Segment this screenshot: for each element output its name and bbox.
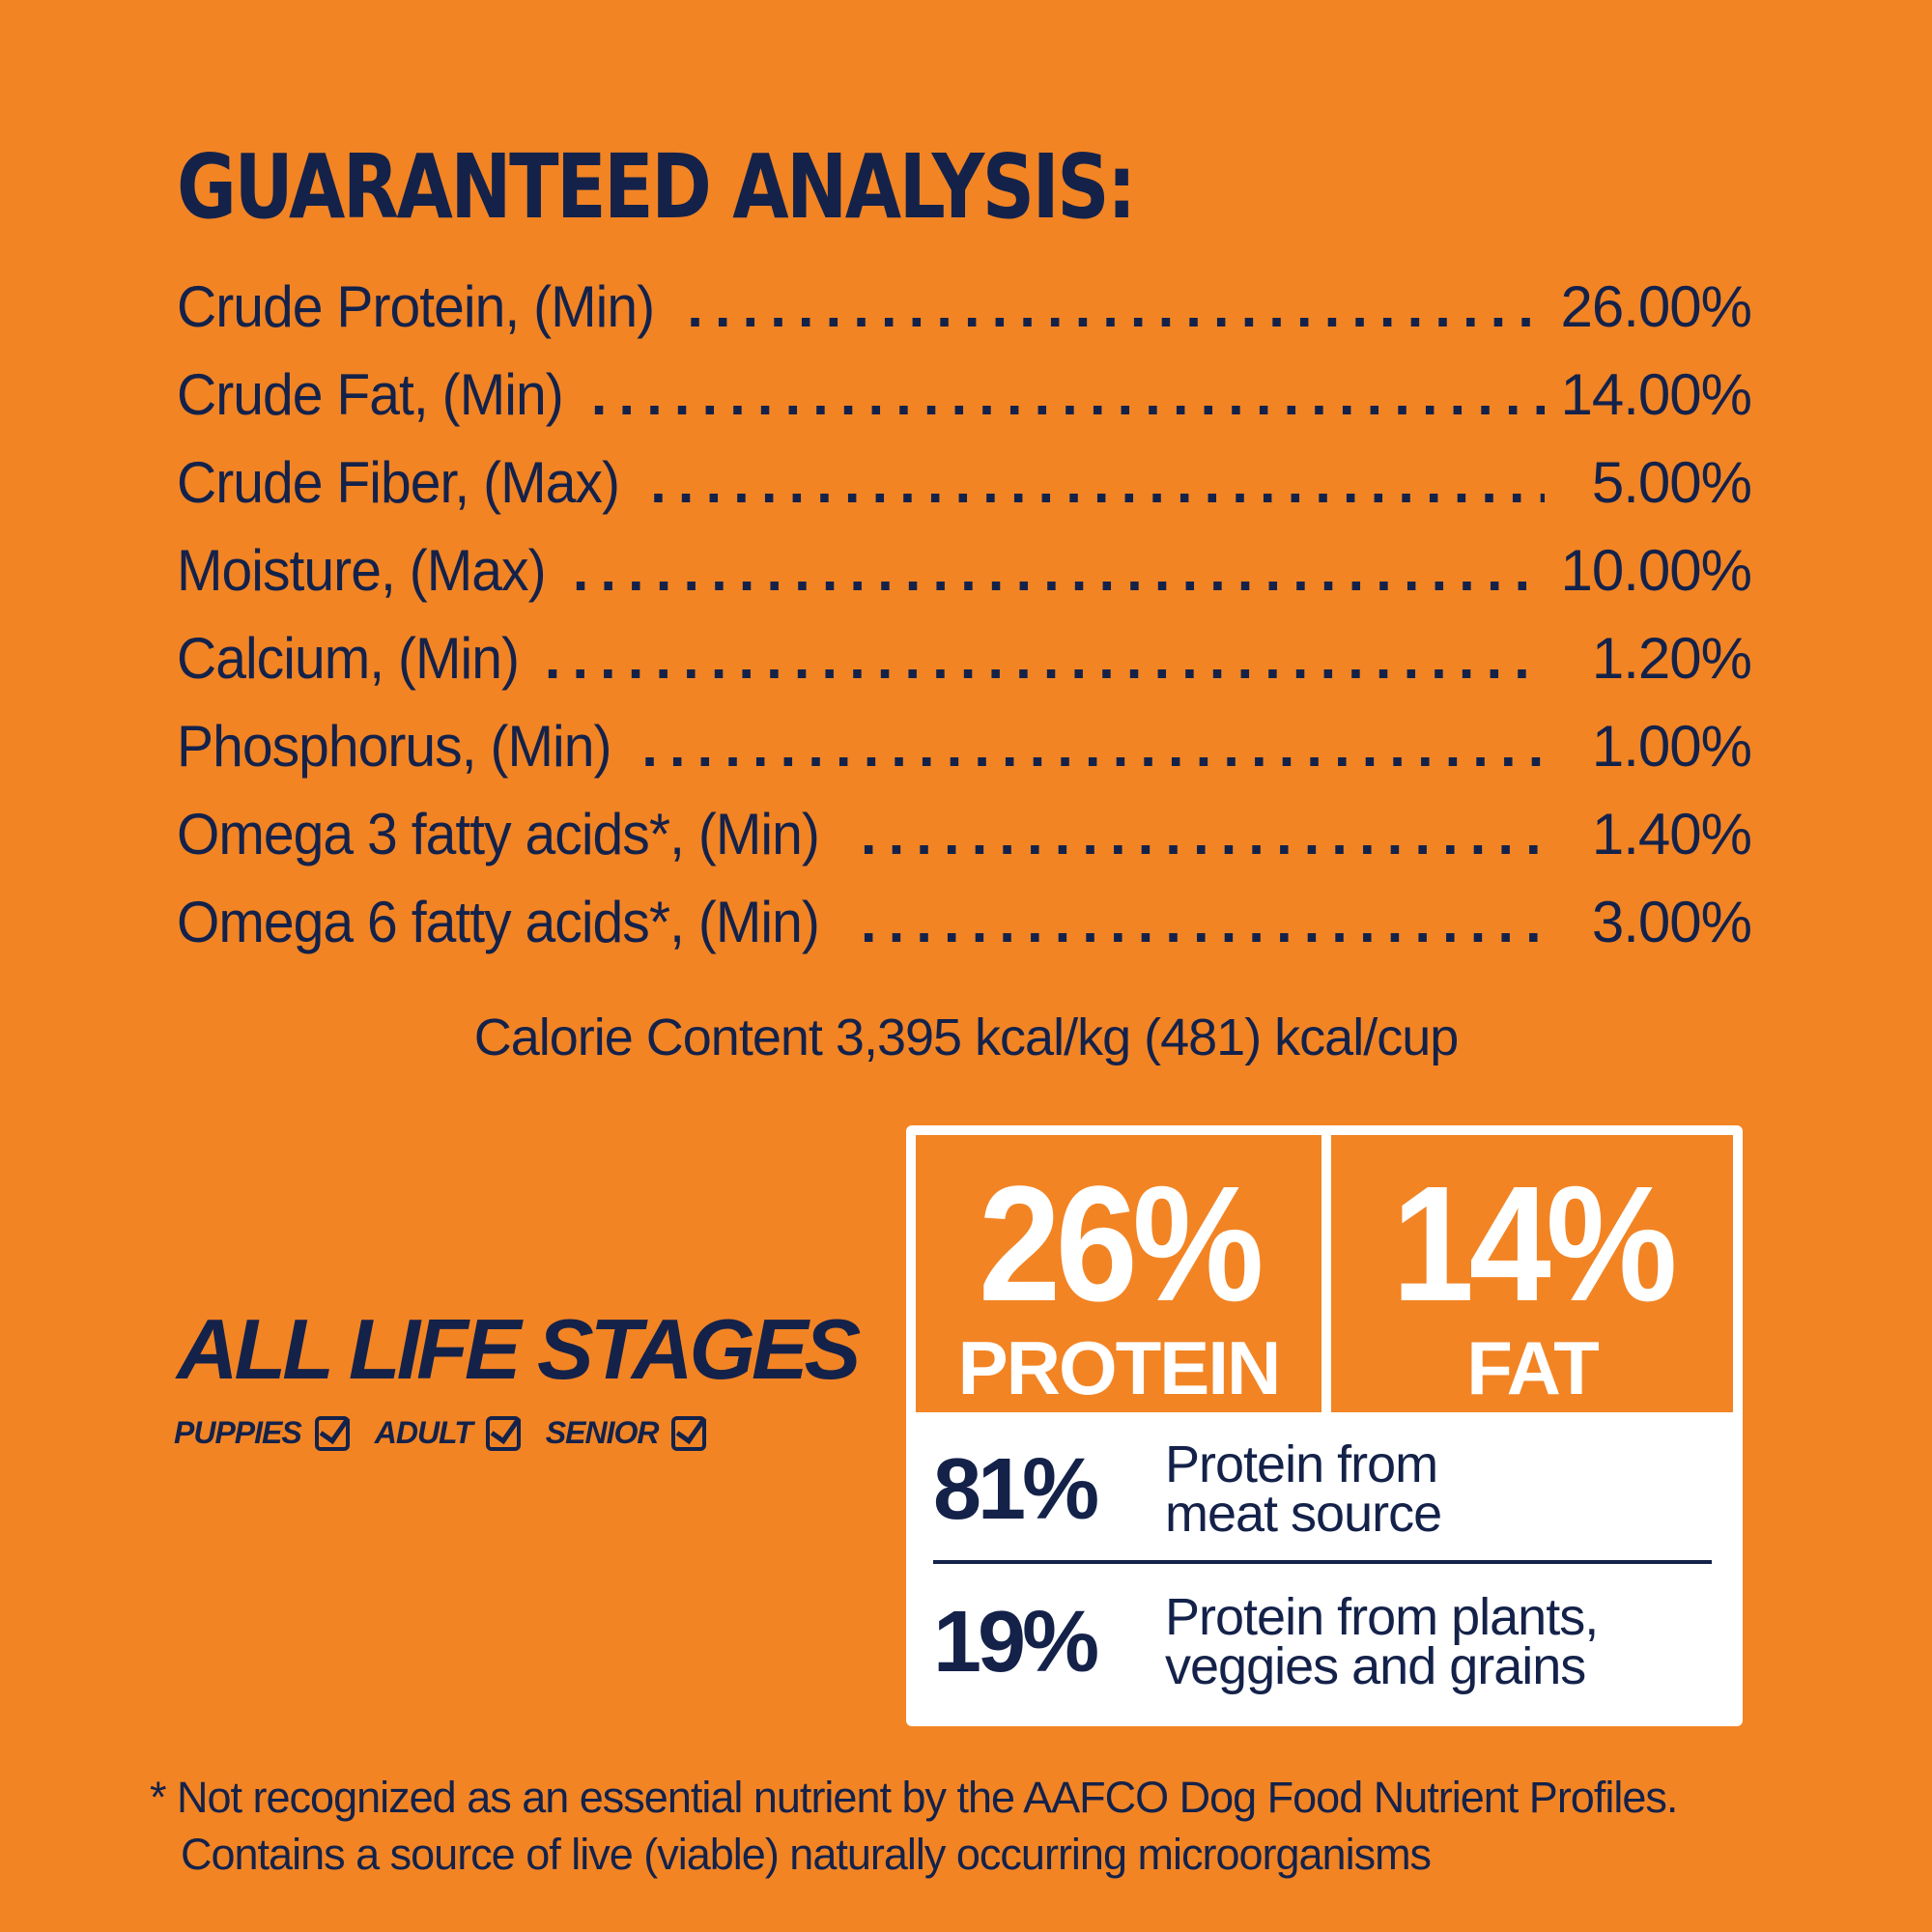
life-stage-label: ADULT: [374, 1415, 473, 1450]
calorie-content: Calorie Content 3,395 kcal/kg (481) kcal…: [473, 1009, 1460, 1066]
life-stages-list: PUPPIES ADULT SENIOR: [174, 1415, 707, 1451]
meat-source-row: 81% Protein from meat source: [933, 1427, 1442, 1552]
analysis-list: Crude Protein, (Min) ...................…: [177, 272, 1753, 976]
checkbox-checked-icon: [671, 1415, 707, 1451]
dot-leader: ........................................…: [544, 626, 1545, 691]
plant-source-line2: veggies and grains: [1165, 1637, 1586, 1695]
plant-source-row: 19% Protein from plants, veggies and gra…: [933, 1579, 1599, 1705]
dot-leader: ........................................…: [687, 274, 1545, 339]
nutrient-value: 5.00%: [1591, 450, 1752, 515]
nutrient-value: 26.00%: [1560, 274, 1753, 339]
nutrient-value: 10.00%: [1560, 538, 1753, 603]
analysis-row: Crude Protein, (Min) ...................…: [177, 272, 1753, 360]
nutrient-label: Crude Fat, (Min): [177, 362, 564, 427]
nutrient-value: 14.00%: [1560, 362, 1753, 427]
plant-source-line1: Protein from plants,: [1165, 1587, 1599, 1646]
footnote: * Not recognized as an essential nutrien…: [150, 1770, 1678, 1883]
life-stage-label: SENIOR: [545, 1415, 660, 1450]
nutrient-label: Moisture, (Max): [177, 538, 547, 603]
meat-source-line1: Protein from: [1165, 1435, 1438, 1493]
nutrient-label: Omega 3 fatty acids*, (Min): [177, 802, 820, 867]
analysis-row: Omega 6 fatty acids*, (Min) ............…: [177, 888, 1752, 976]
nutrient-label: Omega 6 fatty acids*, (Min): [177, 890, 820, 954]
nutrient-label: Crude Protein, (Min): [177, 274, 655, 339]
protein-tile: 26% PROTEIN: [916, 1135, 1321, 1412]
analysis-row: Calcium, (Min) .........................…: [177, 624, 1752, 712]
checkbox-checked-icon: [485, 1415, 521, 1451]
nutrient-label: Calcium, (Min): [177, 626, 520, 691]
protein-percent: 26%: [978, 1152, 1264, 1336]
nutrient-label: Crude Fiber, (Max): [177, 450, 620, 515]
footnote-line2: Contains a source of live (viable) natur…: [181, 1829, 1432, 1879]
nutrient-label: Phosphorus, (Min): [177, 714, 611, 779]
life-stages-title: ALL LIFE STAGES: [177, 1301, 861, 1397]
dot-leader: ........................................…: [572, 538, 1545, 603]
divider: [933, 1560, 1712, 1564]
nutrient-value: 1.40%: [1591, 802, 1752, 867]
dot-leader: ........................................…: [860, 802, 1545, 867]
dot-leader: ........................................…: [860, 890, 1545, 954]
dot-leader: ........................................…: [641, 714, 1545, 779]
life-stage-senior: SENIOR: [546, 1415, 707, 1451]
analysis-row: Moisture, (Max) ........................…: [177, 536, 1753, 624]
plant-source-percent: 19%: [933, 1594, 1099, 1690]
checkbox-checked-icon: [314, 1415, 350, 1451]
footnote-line1: * Not recognized as an essential nutrien…: [150, 1773, 1678, 1822]
life-stage-adult: ADULT: [375, 1415, 521, 1451]
meat-source-percent: 81%: [933, 1441, 1099, 1538]
analysis-row: Omega 3 fatty acids*, (Min) ............…: [177, 800, 1752, 888]
analysis-row: Crude Fiber, (Max) .....................…: [177, 448, 1752, 536]
dot-leader: ........................................…: [590, 362, 1545, 427]
meat-source-line2: meat source: [1165, 1485, 1442, 1543]
page-title: GUARANTEED ANALYSIS:: [177, 135, 1136, 239]
dot-leader: ........................................…: [650, 450, 1545, 515]
fat-tile: 14% FAT: [1331, 1135, 1733, 1412]
nutrient-value: 3.00%: [1591, 890, 1752, 954]
nutrient-value: 1.20%: [1591, 626, 1752, 691]
analysis-row: Crude Fat, (Min) .......................…: [177, 360, 1753, 448]
nutrient-value: 1.00%: [1591, 714, 1752, 779]
plant-source-description: Protein from plants, veggies and grains: [1165, 1587, 1599, 1695]
analysis-row: Phosphorus, (Min) ......................…: [177, 712, 1752, 800]
life-stage-label: PUPPIES: [174, 1415, 302, 1450]
protein-label: PROTEIN: [957, 1325, 1282, 1410]
fat-percent: 14%: [1391, 1152, 1677, 1336]
highlights-panel: 26% PROTEIN 14% FAT 81% Protein from mea…: [906, 1125, 1743, 1726]
life-stage-puppies: PUPPIES: [174, 1415, 350, 1451]
meat-source-description: Protein from meat source: [1165, 1435, 1442, 1543]
fat-label: FAT: [1466, 1325, 1600, 1410]
